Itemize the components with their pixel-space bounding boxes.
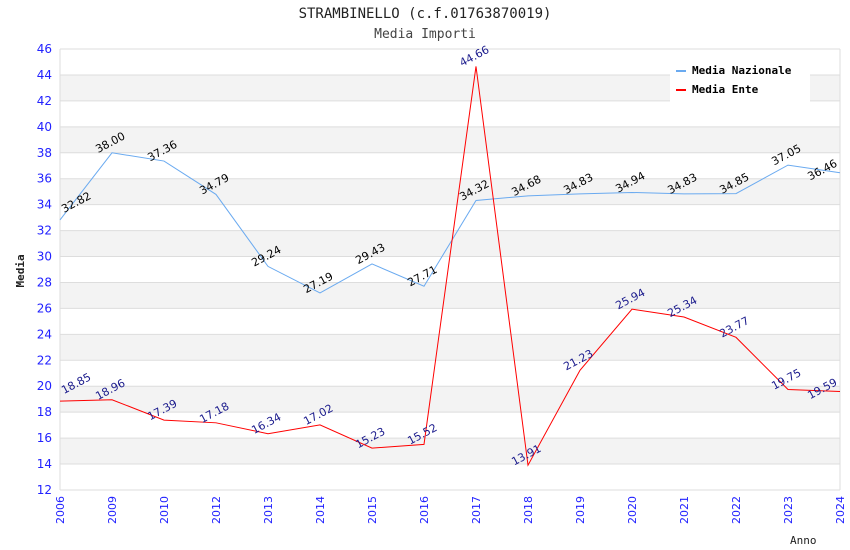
y-tick-label: 12 (37, 483, 52, 497)
x-tick-label: 2019 (574, 496, 587, 524)
grid-band (60, 334, 840, 361)
x-tick-label: 2023 (782, 496, 795, 524)
x-tick-label: 2022 (730, 496, 743, 524)
x-tick-label: 2012 (210, 496, 223, 524)
y-tick-label: 38 (37, 146, 52, 160)
legend-item-ente: Media Ente (676, 83, 758, 96)
legend-label: Media Nazionale (692, 64, 792, 77)
series-line-ente (59, 66, 841, 467)
x-tick-label: 2020 (626, 496, 639, 524)
x-tick-label: 2009 (106, 496, 119, 524)
x-tick-label: 2014 (314, 496, 327, 524)
y-axis-title: Media (14, 254, 27, 287)
y-tick-label: 20 (37, 379, 52, 393)
legend-swatch (676, 69, 686, 72)
grid-band (60, 126, 840, 153)
chart-subtitle: Media Importi (374, 27, 476, 42)
y-tick-label: 26 (37, 301, 52, 315)
y-tick-label: 14 (37, 457, 52, 471)
x-tick-label: 2015 (366, 496, 379, 524)
y-tick-label: 36 (37, 172, 52, 186)
y-tick-label: 40 (37, 120, 52, 134)
grid-band (60, 178, 840, 205)
y-tick-label: 22 (37, 353, 52, 367)
y-tick-label: 32 (37, 224, 52, 238)
y-tick-label: 44 (37, 68, 52, 82)
y-tick-label: 46 (37, 42, 52, 56)
grid-band (60, 438, 840, 465)
x-tick-label: 2010 (158, 496, 171, 524)
y-tick-label: 28 (37, 275, 52, 289)
legend-item-nazionale: Media Nazionale (676, 64, 791, 77)
legend-label: Media Ente (692, 83, 759, 96)
legend: Media Nazionale Media Ente (670, 60, 810, 102)
data-label: 44.66 (457, 43, 491, 69)
series-line-nazionale (59, 152, 841, 294)
x-tick-label: 2006 (54, 496, 67, 524)
y-tick-label: 24 (37, 327, 52, 341)
x-tick-label: 2017 (470, 496, 483, 524)
grid-band (60, 386, 840, 413)
chart-title: STRAMBINELLO (c.f.01763870019) (298, 6, 552, 22)
x-tick-label: 2021 (678, 496, 691, 524)
y-tick-label: 42 (37, 94, 52, 108)
y-tick-label: 18 (37, 405, 52, 419)
y-tick-label: 34 (37, 198, 52, 212)
y-tick-label: 16 (37, 431, 52, 445)
x-tick-label: 2013 (262, 496, 275, 524)
legend-swatch (676, 88, 686, 91)
x-axis-title: Anno (790, 534, 817, 547)
x-tick-label: 2018 (522, 496, 535, 524)
x-tick-label: 2016 (418, 496, 431, 524)
data-label: 16.34 (249, 410, 283, 436)
y-tick-label: 30 (37, 250, 52, 264)
x-tick-label: 2024 (834, 496, 847, 524)
grid-band (60, 282, 840, 309)
